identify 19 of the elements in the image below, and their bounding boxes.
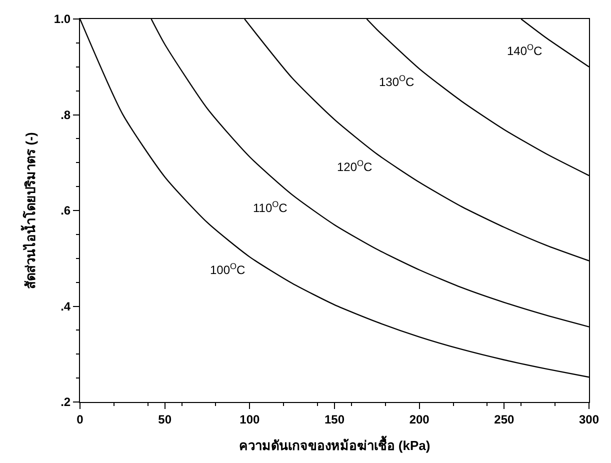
series-label: 110$^{O}$C — [253, 199, 288, 216]
y-tick-label: .6 — [60, 204, 71, 218]
series-label: 120$^{O}$C — [337, 158, 373, 174]
y-tick-label: .4 — [60, 299, 71, 314]
x-tick-label: 250 — [494, 412, 514, 426]
x-tick-label: 200 — [409, 412, 430, 426]
y-tick-label: .2 — [60, 395, 71, 410]
series-label: 130$^{O}$C — [379, 73, 415, 90]
series-label: 100$^{O}$C — [210, 261, 246, 278]
series-label: 140$^{O}$C — [507, 42, 543, 58]
y-tick-label: .8 — [60, 108, 71, 122]
x-tick-label: 300 — [578, 412, 600, 426]
x-tick-label: 150 — [324, 412, 345, 426]
y-axis-title: สัดส่วนไอน้ำโดยปริมาตร (-) — [20, 132, 38, 289]
x-tick-label: 50 — [158, 412, 172, 426]
x-axis-title: ความดันเกจของหม้อฆ่าเชื้อ (kPa) — [238, 435, 430, 453]
x-tick-label: 0 — [76, 412, 84, 426]
x-tick-label: 100 — [240, 412, 260, 426]
y-tick-label: 1.0 — [54, 12, 71, 26]
